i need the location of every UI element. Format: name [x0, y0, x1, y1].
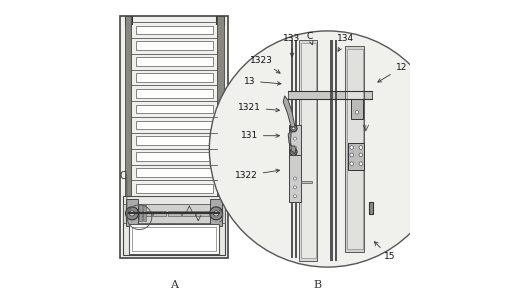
Bar	[140, 205, 142, 221]
Bar	[135, 168, 213, 177]
Bar	[120, 16, 228, 258]
Bar	[126, 199, 138, 226]
Circle shape	[359, 162, 363, 165]
Bar	[210, 199, 222, 226]
Bar	[123, 196, 225, 255]
Bar	[182, 211, 195, 216]
Text: 133: 133	[284, 34, 301, 57]
Bar	[132, 227, 216, 251]
Bar	[135, 26, 213, 34]
Bar	[288, 91, 372, 99]
Bar	[135, 184, 213, 193]
Text: 13: 13	[244, 77, 281, 86]
Polygon shape	[283, 96, 295, 127]
Bar	[129, 224, 219, 254]
Circle shape	[130, 211, 134, 216]
Bar	[135, 57, 213, 66]
Circle shape	[209, 207, 223, 220]
Bar	[123, 204, 225, 223]
Bar	[289, 125, 301, 161]
Text: 1322: 1322	[235, 169, 279, 180]
Circle shape	[292, 150, 295, 153]
Circle shape	[290, 125, 297, 132]
Bar	[196, 211, 209, 216]
Text: 131: 131	[240, 131, 279, 140]
Text: 134: 134	[337, 34, 354, 51]
Bar	[348, 143, 364, 170]
Bar	[135, 105, 213, 114]
Circle shape	[359, 153, 363, 157]
Bar	[124, 16, 131, 255]
Bar	[301, 43, 316, 258]
Bar	[345, 46, 364, 252]
Text: C: C	[307, 32, 313, 45]
Bar	[351, 99, 363, 119]
Text: C: C	[120, 170, 127, 181]
Bar	[330, 40, 333, 261]
Circle shape	[293, 155, 297, 158]
Text: A: A	[170, 280, 178, 290]
Circle shape	[359, 146, 363, 149]
Circle shape	[350, 162, 353, 165]
Circle shape	[292, 127, 295, 130]
Bar	[135, 41, 213, 50]
Circle shape	[293, 128, 297, 131]
Circle shape	[214, 211, 219, 216]
Bar	[135, 152, 213, 161]
Bar	[135, 73, 213, 82]
Circle shape	[293, 146, 297, 149]
Polygon shape	[288, 130, 296, 153]
Bar	[216, 16, 224, 24]
Circle shape	[125, 207, 139, 220]
Bar	[143, 205, 145, 221]
Circle shape	[355, 111, 359, 114]
Circle shape	[350, 146, 353, 149]
Circle shape	[293, 177, 297, 180]
Bar	[346, 49, 363, 249]
Text: 12: 12	[378, 63, 407, 82]
Circle shape	[290, 148, 297, 156]
Text: 1321: 1321	[238, 103, 279, 112]
Bar	[217, 16, 224, 255]
Bar	[167, 211, 181, 216]
Bar	[124, 16, 132, 24]
Bar	[135, 136, 213, 145]
Text: 1323: 1323	[249, 56, 280, 73]
Text: B: B	[313, 280, 321, 290]
Bar	[299, 40, 317, 261]
Text: 15: 15	[374, 242, 395, 261]
Bar	[369, 202, 373, 214]
Circle shape	[293, 137, 297, 140]
Bar	[295, 40, 297, 258]
Bar	[153, 211, 166, 216]
Bar	[135, 89, 213, 98]
Bar	[289, 155, 301, 202]
Circle shape	[293, 195, 297, 198]
Bar	[135, 121, 213, 129]
Bar	[335, 40, 337, 261]
Bar	[290, 40, 293, 258]
Bar	[139, 211, 152, 216]
Circle shape	[209, 31, 446, 267]
Circle shape	[350, 153, 353, 157]
Bar	[301, 181, 312, 183]
Circle shape	[293, 186, 297, 189]
